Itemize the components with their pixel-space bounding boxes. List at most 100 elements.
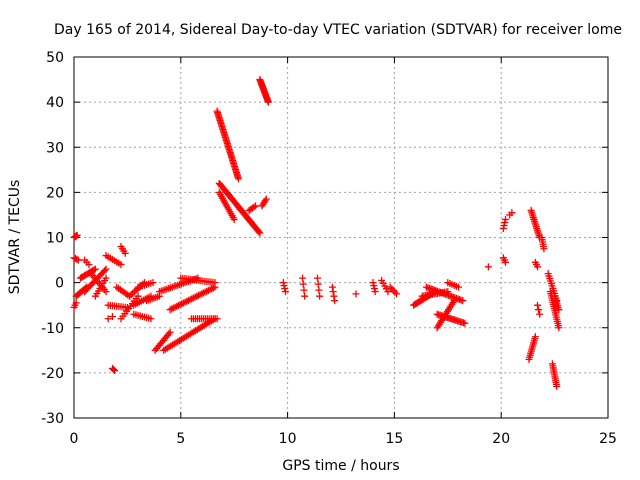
data-point: [370, 285, 378, 293]
data-point: [300, 286, 308, 294]
data-point: [85, 261, 93, 269]
data-point: [352, 290, 360, 298]
data-point: [149, 279, 157, 287]
data-point: [450, 297, 458, 305]
data-point: [213, 315, 221, 323]
data-point: [501, 215, 509, 223]
data-point: [147, 315, 155, 323]
data-point: [174, 302, 182, 310]
y-axis-label: SDTVAR / TECUs: [7, 180, 23, 295]
data-point: [534, 301, 542, 309]
chart-title: Day 165 of 2014, Sidereal Day-to-day VTE…: [54, 22, 622, 38]
data-point: [531, 333, 539, 341]
data-point: [129, 289, 137, 297]
data-point: [193, 292, 201, 300]
data-point: [176, 301, 184, 309]
y-tick-label: -10: [41, 321, 64, 337]
data-point: [330, 292, 338, 300]
x-tick-label: 0: [70, 431, 79, 447]
data-point: [199, 289, 207, 297]
data-point: [389, 287, 397, 295]
data-point: [179, 299, 187, 307]
data-point: [194, 291, 202, 299]
data-point: [553, 382, 561, 390]
y-tick-label: 20: [46, 185, 64, 201]
data-point: [127, 291, 135, 299]
data-point: [188, 295, 196, 303]
data-point: [329, 288, 337, 296]
data-point: [204, 286, 212, 294]
y-tick-label: 40: [46, 95, 64, 111]
data-point: [279, 279, 287, 287]
data-point: [501, 258, 509, 266]
x-tick-label: 10: [279, 431, 297, 447]
data-point: [393, 290, 401, 298]
data-point: [250, 203, 258, 211]
data-point: [540, 245, 548, 253]
data-point: [183, 297, 191, 305]
data-point: [508, 209, 516, 217]
data-point: [555, 324, 563, 332]
y-tick-label: -20: [41, 366, 64, 382]
data-point: [206, 286, 214, 294]
data-point: [281, 285, 289, 293]
data-point: [234, 175, 242, 183]
data-point: [178, 300, 186, 308]
data-point: [535, 306, 543, 314]
data-point: [230, 215, 238, 223]
data-point: [500, 221, 508, 229]
data-point: [369, 279, 377, 287]
data-point: [191, 293, 199, 301]
data-point: [196, 291, 204, 299]
data-point: [370, 282, 378, 290]
data-point: [331, 297, 339, 305]
data-point: [281, 288, 289, 296]
data-point: [534, 263, 542, 271]
data-point: [102, 274, 110, 282]
x-tick-labels: 0 5 10 15 20 25: [70, 431, 617, 447]
data-point: [131, 288, 139, 296]
data-point: [186, 296, 194, 304]
data-point: [169, 304, 177, 312]
data-point: [73, 255, 81, 263]
data-point: [121, 249, 129, 257]
y-tick-label: 0: [55, 276, 64, 292]
data-point: [555, 306, 563, 314]
data-point: [280, 282, 288, 290]
data-point: [184, 297, 192, 305]
data-point: [168, 305, 176, 313]
data-point: [484, 263, 492, 271]
x-tick-label: 20: [492, 431, 510, 447]
data-point: [181, 298, 189, 306]
x-tick-label: 5: [176, 431, 185, 447]
data-point: [74, 256, 82, 264]
data-point: [101, 267, 109, 275]
x-tick-label: 15: [385, 431, 403, 447]
data-point: [459, 297, 467, 305]
axis-ticks: [73, 56, 609, 419]
data-point: [252, 202, 260, 210]
data-point: [173, 302, 181, 310]
data-point: [134, 292, 142, 300]
data-points: [70, 76, 563, 390]
data-point: [72, 299, 80, 307]
data-point: [461, 319, 469, 327]
data-point: [299, 274, 307, 282]
data-point: [391, 288, 399, 296]
data-point: [203, 287, 211, 295]
data-point: [166, 306, 174, 314]
data-point: [165, 330, 173, 338]
data-point: [211, 279, 219, 287]
data-point: [166, 328, 174, 336]
data-point: [201, 288, 209, 296]
y-tick-labels: -30 -20 -10 0 10 20 30 40 50: [41, 50, 64, 427]
data-point: [454, 283, 462, 291]
data-point: [262, 195, 270, 203]
data-point: [171, 303, 179, 311]
data-point: [126, 292, 134, 300]
y-tick-label: 30: [46, 140, 64, 156]
data-point: [189, 294, 197, 302]
data-point: [315, 286, 323, 294]
data-point: [384, 288, 392, 296]
data-point: [536, 310, 544, 318]
